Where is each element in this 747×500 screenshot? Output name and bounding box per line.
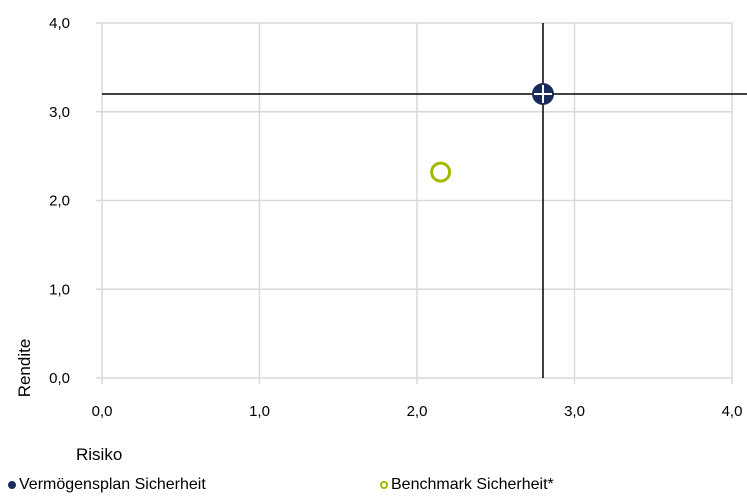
x-tick-label: 2,0: [407, 403, 428, 420]
legend-item-vermoegensplan: Vermögensplan Sicherheit: [8, 476, 206, 494]
x-tick-label: 3,0: [564, 403, 585, 420]
legend-label-vermoegensplan: Vermögensplan Sicherheit: [19, 476, 206, 493]
crosshair: [102, 23, 747, 378]
benchmark-point: [430, 161, 452, 183]
green-ring-icon: [380, 481, 388, 489]
vermoegensplan-point: [532, 83, 554, 105]
y-axis-title: Rendite: [15, 339, 34, 398]
x-tick-label: 4,0: [722, 403, 743, 420]
chart-legend: Vermögensplan Sicherheit Benchmark Siche…: [0, 476, 747, 498]
y-tick-label: 1,0: [49, 281, 70, 298]
legend-label-benchmark: Benchmark Sicherheit*: [391, 476, 554, 493]
grid-lines: [96, 22, 733, 384]
tick-labels: 0,0 1,0 2,0 3,0 4,0 0,0 1,0 2,0 3,0 4,0: [49, 15, 742, 420]
x-axis-title: Risiko: [76, 445, 122, 464]
y-tick-label: 3,0: [49, 104, 70, 121]
x-tick-label: 1,0: [249, 403, 270, 420]
navy-dot-icon: [8, 481, 16, 489]
y-tick-label: 0,0: [49, 370, 70, 387]
legend-item-benchmark: Benchmark Sicherheit*: [380, 476, 554, 494]
y-tick-label: 4,0: [49, 15, 70, 32]
y-tick-label: 2,0: [49, 193, 70, 210]
data-points: [430, 83, 554, 183]
x-tick-label: 0,0: [92, 403, 113, 420]
